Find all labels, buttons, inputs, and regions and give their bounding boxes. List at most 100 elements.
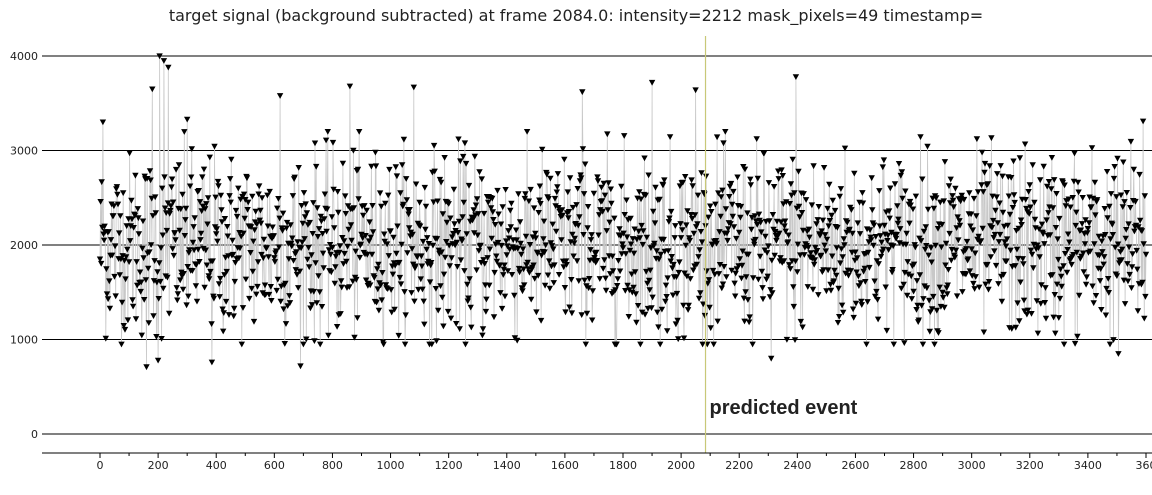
data-point (470, 207, 477, 214)
data-point (338, 278, 345, 285)
data-point (969, 227, 976, 234)
data-point (1037, 177, 1044, 184)
data-point (925, 252, 932, 259)
data-point (788, 192, 795, 199)
data-point (1109, 221, 1116, 228)
data-point (596, 212, 603, 218)
data-point (974, 189, 982, 195)
data-point (1074, 179, 1082, 186)
data-point (403, 197, 410, 203)
data-point (350, 147, 357, 154)
data-point (396, 259, 403, 266)
data-point (295, 285, 302, 291)
data-point (195, 188, 202, 194)
data-point (319, 250, 327, 257)
data-point (409, 231, 416, 238)
data-point (1012, 324, 1019, 331)
data-point (984, 181, 992, 188)
data-point (118, 299, 126, 306)
data-point (759, 296, 767, 303)
data-point (1125, 221, 1132, 228)
data-point (805, 244, 812, 251)
data-point (1080, 269, 1087, 275)
data-point (310, 200, 317, 206)
data-point (889, 267, 896, 273)
data-point (715, 190, 722, 197)
data-point (882, 284, 889, 291)
data-point (990, 217, 997, 224)
data-point (517, 240, 524, 247)
data-point (186, 247, 193, 254)
data-point (99, 119, 107, 126)
data-point (779, 173, 786, 179)
x-tick-label: 1600 (551, 459, 579, 472)
data-point (649, 294, 656, 301)
data-point (1048, 186, 1055, 192)
data-point (594, 174, 601, 181)
data-point (411, 298, 418, 305)
data-point (1028, 251, 1036, 258)
data-point (810, 163, 817, 170)
data-point (565, 209, 573, 215)
data-point (689, 183, 696, 190)
data-point (428, 341, 435, 348)
data-point (573, 202, 580, 208)
data-point (616, 226, 623, 232)
data-point (235, 255, 243, 262)
data-point (211, 143, 218, 150)
data-point (886, 215, 893, 222)
data-point (291, 174, 298, 181)
data-point (621, 212, 628, 218)
data-point (811, 257, 818, 264)
data-point (222, 298, 230, 305)
data-point (660, 236, 667, 243)
data-point (645, 277, 653, 284)
data-point (500, 272, 507, 278)
data-point (199, 174, 206, 181)
data-point (738, 262, 746, 269)
data-point (813, 248, 821, 254)
data-point (1050, 314, 1057, 321)
data-point (1073, 209, 1080, 216)
data-point (1030, 265, 1037, 272)
data-point (489, 195, 496, 202)
data-point (674, 317, 681, 324)
data-point (874, 297, 881, 303)
data-point (123, 223, 130, 230)
data-point (849, 230, 856, 237)
data-point (453, 239, 460, 246)
data-point (1105, 290, 1112, 296)
data-point (138, 332, 145, 339)
data-point (562, 309, 569, 316)
data-point (1122, 235, 1129, 242)
data-point (381, 231, 388, 238)
data-point (747, 182, 754, 188)
data-point (941, 159, 949, 165)
data-point (347, 222, 355, 229)
data-point (238, 341, 245, 348)
data-point (369, 203, 376, 209)
data-point (1025, 189, 1032, 195)
data-point (790, 284, 797, 290)
data-point (741, 318, 748, 325)
data-point (884, 232, 892, 239)
data-point (859, 190, 866, 196)
data-point (531, 275, 538, 282)
data-point (902, 188, 909, 195)
data-point (348, 237, 355, 244)
data-point (167, 208, 174, 214)
data-point (201, 284, 208, 291)
data-point (1002, 243, 1010, 250)
data-point (215, 183, 222, 190)
data-point (1142, 251, 1150, 258)
data-point (386, 166, 393, 173)
data-point (577, 172, 584, 179)
data-point (858, 302, 865, 308)
data-point (818, 228, 825, 235)
data-point (981, 160, 989, 167)
data-point (637, 341, 644, 348)
x-tick-label: 1000 (377, 459, 405, 472)
data-point (336, 249, 343, 256)
data-point (840, 309, 847, 316)
